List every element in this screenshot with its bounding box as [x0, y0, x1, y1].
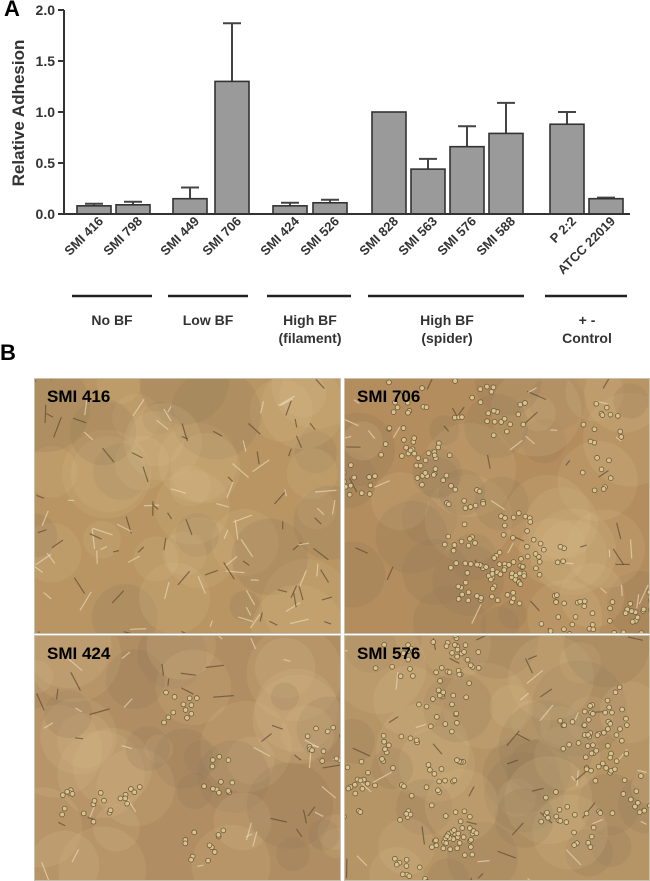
- micrograph-smi-416: SMI 416: [34, 378, 341, 634]
- x-tick-label: SMI 588: [473, 214, 518, 259]
- micrograph-smi-576: SMI 576: [344, 635, 650, 881]
- micrograph-smi-424: SMI 424: [34, 635, 341, 881]
- x-tick-label: SMI 526: [297, 214, 342, 259]
- micrograph-image: [345, 379, 649, 633]
- group-label: Low BF: [183, 312, 234, 328]
- bar: [115, 204, 151, 215]
- x-tick-label: SMI 416: [61, 214, 106, 259]
- x-tick-label: SMI 706: [199, 214, 244, 259]
- y-tick-label: 1.5: [36, 53, 56, 69]
- x-tick-label: SMI 798: [100, 214, 145, 259]
- y-tick-label: 0.5: [36, 155, 56, 171]
- x-tick-label: SMI 563: [395, 214, 440, 259]
- group-sublabel: (filament): [279, 330, 342, 346]
- micrograph-label: SMI 706: [357, 387, 421, 406]
- bar: [214, 80, 250, 215]
- micrograph-image: [35, 379, 340, 633]
- bar: [410, 168, 446, 215]
- bar-series: [64, 22, 630, 215]
- group-label: + -: [579, 312, 596, 328]
- adhesion-bar-chart: Relative Adhesion 0.0 0.5 1.0 1.5 2.0 SMI 41…: [9, 2, 630, 346]
- panel-b-letter: B: [0, 340, 16, 365]
- bar: [172, 197, 208, 215]
- bar: [272, 205, 308, 215]
- group-sublabel: Control: [562, 330, 612, 346]
- bar: [549, 123, 585, 215]
- x-tick-label: SMI 828: [356, 214, 401, 259]
- x-tick-label: P 2:2: [547, 214, 579, 246]
- bar: [449, 145, 485, 215]
- group-sublabel: (spider): [421, 330, 472, 346]
- bar: [312, 201, 348, 215]
- x-tick-label: SMI 449: [157, 214, 202, 259]
- y-tick-label: 1.0: [36, 104, 56, 120]
- micrograph-image: [345, 636, 649, 880]
- y-tick-label: 2.0: [36, 2, 56, 18]
- bar: [588, 197, 624, 215]
- y-axis-label: Relative Adhesion: [9, 40, 28, 187]
- micrograph-label: SMI 424: [47, 644, 111, 663]
- bar: [488, 132, 524, 215]
- micrograph-smi-706: SMI 706: [344, 378, 650, 634]
- bar: [371, 111, 407, 215]
- group-label: No BF: [91, 312, 133, 328]
- x-tick-label: SMI 424: [257, 213, 302, 258]
- micrograph-label: SMI 416: [47, 387, 111, 406]
- x-tick-label: SMI 576: [434, 214, 479, 259]
- micrograph-image: [35, 636, 340, 880]
- group-brackets: No BF Low BF High BF (filament) High BF (spid…: [72, 294, 627, 346]
- group-label: High BF: [283, 312, 337, 328]
- y-tick-label: 0.0: [36, 206, 56, 222]
- y-axis-ticks: 0.0 0.5 1.0 1.5 2.0: [36, 2, 64, 222]
- group-label: High BF: [420, 312, 474, 328]
- panel-a-letter: A: [4, 0, 20, 21]
- bar: [76, 205, 112, 215]
- micrograph-label: SMI 576: [357, 644, 421, 663]
